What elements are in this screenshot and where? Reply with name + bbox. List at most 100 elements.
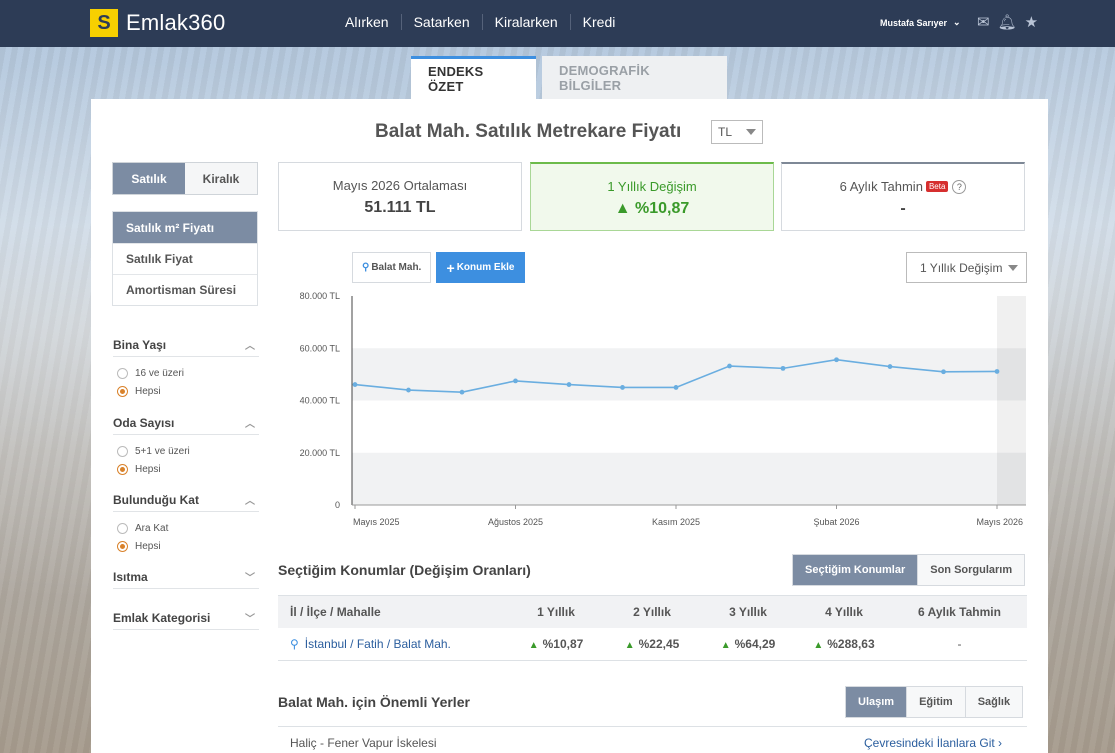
recent-queries-button[interactable]: Son Sorgularım <box>917 555 1025 585</box>
filter-emlak-kategorisi: Emlak Kategorisi ﹀ <box>113 606 259 630</box>
filter-header[interactable]: Oda Sayısı ︿ <box>113 411 259 435</box>
menu-satilik-m2-fiyati[interactable]: Satılık m² Fiyatı <box>113 212 257 243</box>
table-row: ⚲ İstanbul / Fatih / Balat Mah. ▲ %10,87 ▲… <box>278 628 1027 661</box>
filter-header[interactable]: Emlak Kategorisi ﹀ <box>113 606 259 630</box>
y-tick-label: 20.000 TL <box>300 448 340 458</box>
top-icons: ✉ 🔔︎ ★ <box>977 13 1038 31</box>
yearly-change-box: 1 Yıllık Değişim ▲ %10,87 <box>530 162 774 231</box>
listing-type-toggle: Satılık Kiralık <box>112 162 258 195</box>
price-line-chart: 80.000 TL 60.000 TL 40.000 TL 20.000 TL 0 May… <box>300 291 1026 527</box>
logo[interactable]: S Emlak360 <box>90 9 225 37</box>
y-tick-label: 0 <box>335 500 340 510</box>
bell-icon[interactable]: 🔔︎ <box>997 14 1017 31</box>
location-link[interactable]: İstanbul / Fatih / Balat Mah. <box>304 637 451 651</box>
x-tick-label: Mayıs 2026 <box>976 517 1023 527</box>
user-menu[interactable]: Mustafa Sarıyer ⌄ <box>880 17 961 28</box>
change-label: 1 Yıllık Değişim <box>607 179 697 194</box>
chart-band <box>352 452 1026 505</box>
data-point <box>513 378 518 384</box>
chart-hover-column <box>997 296 1026 505</box>
logo-text: Emlak360 <box>126 10 226 35</box>
filter-isitma: Isıtma ﹀ <box>113 565 259 589</box>
data-point <box>673 385 679 390</box>
nav-kredi[interactable]: Kredi <box>569 14 628 30</box>
nav-satarken[interactable]: Satarken <box>400 14 482 30</box>
data-point <box>727 363 732 369</box>
caret-down-icon <box>746 129 756 135</box>
menu-amortisman-suresi[interactable]: Amortisman Süresi <box>113 274 257 305</box>
radio-option[interactable]: Hepsi <box>117 537 259 555</box>
tab-demografik-bilgiler[interactable]: DEMOGRAFİK BİLGİLER <box>542 56 727 99</box>
chevron-up-icon: ︿ <box>245 496 255 507</box>
radio-option[interactable]: 16 ve üzeri <box>117 364 259 382</box>
pin-icon: ⚲ <box>362 262 370 273</box>
comparison-toggle: Seçtiğim Konumlar Son Sorgularım <box>792 554 1026 586</box>
data-point <box>834 357 839 363</box>
chevron-down-icon: ﹀ <box>245 573 255 584</box>
col-1y: 1 Yıllık <box>537 605 575 619</box>
top-navbar: S Emlak360 Alırken Satarken Kiralarken K… <box>0 0 1115 47</box>
divider <box>278 726 1027 727</box>
filter-header[interactable]: Bulunduğu Kat ︿ <box>113 488 259 512</box>
page-title: Balat Mah. Satılık Metrekare Fiyatı <box>375 121 682 142</box>
star-icon[interactable]: ★ <box>1024 14 1039 31</box>
change-value: %10,87 <box>635 200 690 217</box>
education-button[interactable]: Eğitim <box>906 687 965 717</box>
transport-button[interactable]: Ulaşım <box>846 687 907 717</box>
radio-selected-icon <box>117 540 128 552</box>
data-point <box>406 387 411 393</box>
data-point <box>352 382 358 387</box>
data-point <box>941 369 946 375</box>
change-value-wrap: ▲ %10,87 <box>531 200 773 218</box>
selected-locations-button[interactable]: Seçtiğim Konumlar <box>793 555 918 585</box>
nav-alirken[interactable]: Alırken <box>345 14 389 30</box>
chevron-down-icon: ﹀ <box>245 614 255 625</box>
mail-icon[interactable]: ✉ <box>977 14 990 31</box>
tab-endeks-ozet[interactable]: ENDEKS ÖZET <box>411 56 536 99</box>
comparison-title: Seçtiğim Konumlar (Değişim Oranları) <box>278 562 531 578</box>
metric-menu: Satılık m² Fiyatı Satılık Fiyat Amortism… <box>112 211 258 306</box>
data-point <box>459 389 465 395</box>
filter-title: Emlak Kategorisi <box>113 610 211 625</box>
location-cell[interactable]: ⚲ İstanbul / Fatih / Balat Mah. <box>278 637 508 651</box>
y-tick-label: 80.000 TL <box>300 291 340 301</box>
option-label: Hepsi <box>135 463 161 475</box>
radio-option[interactable]: Hepsi <box>117 460 259 478</box>
period-select[interactable]: 1 Yıllık Değişim <box>906 252 1027 283</box>
option-label: Hepsi <box>135 385 161 397</box>
col-forecast: 6 Aylık Tahmin <box>918 605 1001 619</box>
location-chip-label: Balat Mah. <box>371 262 422 273</box>
toggle-kiralik[interactable]: Kiralık <box>185 163 257 194</box>
currency-value: TL <box>718 125 733 139</box>
col-4y: 4 Yıllık <box>825 605 863 619</box>
filter-header[interactable]: Bina Yaşı ︿ <box>113 333 259 357</box>
option-label: Ara Kat <box>135 522 169 534</box>
filter-title: Bulunduğu Kat <box>113 492 199 507</box>
chart-band <box>352 348 1026 401</box>
toggle-satilik[interactable]: Satılık <box>113 163 185 194</box>
nav-kiralarken[interactable]: Kiralarken <box>481 14 570 30</box>
radio-selected-icon <box>117 385 128 397</box>
period-value: 1 Yıllık Değişim <box>920 260 1003 275</box>
filter-oda-sayisi: Oda Sayısı ︿ 5+1 ve üzeri Hepsi <box>113 411 259 478</box>
radio-option[interactable]: 5+1 ve üzeri <box>117 442 259 460</box>
plus-icon: + <box>446 259 455 276</box>
radio-option[interactable]: Ara Kat <box>117 519 259 537</box>
option-label: Hepsi <box>135 540 161 552</box>
nearby-listings-link[interactable]: Çevresindeki İlanlara Git › <box>864 736 1003 750</box>
currency-select[interactable]: TL <box>711 120 763 144</box>
add-location-button[interactable]: + Konum Ekle <box>436 252 525 283</box>
chevron-up-icon: ︿ <box>245 419 255 430</box>
average-label: Mayıs 2026 Ortalaması <box>332 178 468 193</box>
help-icon[interactable]: ? <box>952 180 967 194</box>
menu-satilik-fiyat[interactable]: Satılık Fiyat <box>113 243 257 274</box>
arrow-up-icon: ▲ <box>813 640 824 651</box>
col-2y: 2 Yıllık <box>633 605 671 619</box>
average-price-box: Mayıs 2026 Ortalaması 51.111 TL <box>278 162 522 231</box>
radio-option[interactable]: Hepsi <box>117 382 259 400</box>
location-chip[interactable]: ⚲ Balat Mah. <box>352 252 432 283</box>
health-button[interactable]: Sağlık <box>964 687 1023 717</box>
chevron-up-icon: ︿ <box>245 341 255 352</box>
filter-header[interactable]: Isıtma ﹀ <box>113 565 259 589</box>
y-tick-label: 60.000 TL <box>300 343 340 353</box>
